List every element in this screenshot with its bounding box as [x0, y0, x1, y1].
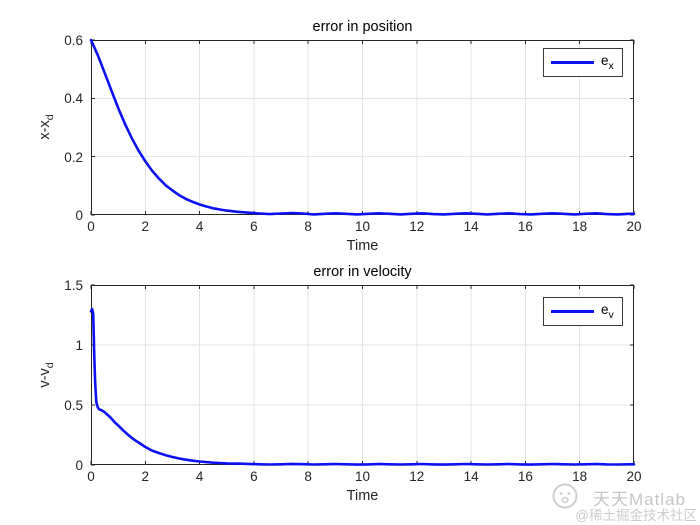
- y-tick-label: 0.5: [64, 398, 83, 413]
- position-plot-title: error in position: [312, 19, 413, 35]
- x-tick-label: 12: [409, 219, 425, 234]
- legend-label-subscript: v: [608, 309, 614, 321]
- position-error-curve: [89, 38, 636, 216]
- x-tick-label: 6: [250, 469, 258, 484]
- position-legend: ex: [543, 48, 623, 77]
- velocity-error-curve: [89, 307, 636, 466]
- x-tick-label: 20: [626, 219, 642, 234]
- position-y-axis-label: x-xd: [37, 67, 56, 187]
- ylabel-base: x-x: [37, 120, 53, 140]
- x-tick-label: 2: [141, 219, 150, 234]
- x-tick-label: 2: [141, 469, 150, 484]
- y-tick-label: 1: [75, 338, 83, 353]
- legend-line-sample: [551, 310, 594, 313]
- y-tick-label: 1.5: [64, 278, 83, 293]
- velocity-y-axis-label: v-vd: [37, 315, 56, 435]
- velocity-axes: [89, 284, 636, 466]
- ylabel-subscript: d: [44, 362, 56, 369]
- velocity-plot-title: error in velocity: [313, 264, 412, 280]
- ylabel-subscript: d: [44, 114, 56, 121]
- legend-label-subscript: x: [608, 60, 614, 72]
- y-tick-label: 0.4: [64, 91, 83, 107]
- velocity-x-axis-label: Time: [346, 488, 379, 504]
- x-tick-label: 8: [304, 219, 312, 234]
- y-tick-label: 0: [75, 208, 83, 223]
- y-tick-label: 0.2: [64, 149, 83, 165]
- y-tick-label: 0.6: [64, 33, 83, 48]
- x-tick-label: 18: [572, 219, 588, 234]
- x-tick-label: 8: [304, 469, 312, 484]
- x-tick-label: 6: [250, 219, 258, 234]
- legend-label: ex: [601, 53, 614, 72]
- legend-line-sample: [551, 61, 594, 64]
- ylabel-base: v-v: [37, 368, 53, 388]
- x-tick-label: 10: [354, 469, 371, 484]
- x-tick-label: 0: [87, 219, 95, 234]
- x-tick-label: 16: [517, 469, 533, 484]
- x-tick-label: 4: [195, 219, 204, 234]
- x-tick-label: 10: [354, 219, 371, 234]
- legend-label: ev: [601, 302, 614, 321]
- x-tick-label: 16: [517, 219, 533, 234]
- x-tick-label: 14: [463, 469, 479, 484]
- y-tick-label: 0: [75, 458, 83, 473]
- x-tick-label: 12: [409, 469, 425, 484]
- legend-label-base: e: [601, 302, 609, 317]
- x-tick-label: 20: [626, 469, 642, 484]
- position-x-axis-label: Time: [346, 238, 379, 254]
- x-tick-label: 18: [572, 469, 588, 484]
- x-tick-label: 4: [195, 469, 204, 484]
- velocity-legend: ev: [543, 297, 623, 326]
- x-tick-label: 0: [87, 469, 95, 484]
- watermark-community-text: @稀土掘金技术社区: [575, 508, 697, 523]
- x-tick-label: 14: [463, 219, 479, 234]
- legend-label-base: e: [601, 53, 609, 68]
